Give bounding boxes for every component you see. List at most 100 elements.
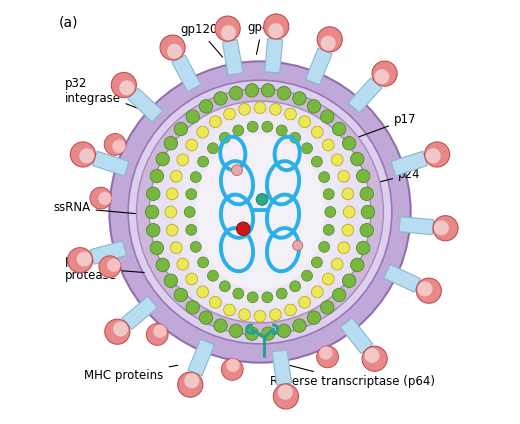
Circle shape <box>198 257 209 268</box>
Circle shape <box>164 137 177 150</box>
Circle shape <box>174 288 188 301</box>
Circle shape <box>165 206 177 218</box>
Polygon shape <box>384 265 421 292</box>
Circle shape <box>207 270 218 281</box>
Circle shape <box>332 123 346 136</box>
Circle shape <box>146 205 159 219</box>
Circle shape <box>112 139 126 153</box>
Circle shape <box>319 172 330 183</box>
Circle shape <box>416 278 441 303</box>
Circle shape <box>322 273 334 285</box>
Circle shape <box>215 16 240 41</box>
Circle shape <box>284 108 296 120</box>
Circle shape <box>276 125 287 136</box>
Circle shape <box>262 84 275 97</box>
Text: p24: p24 <box>355 168 421 188</box>
Circle shape <box>317 346 339 368</box>
Text: ssRNA: ssRNA <box>54 201 161 216</box>
Polygon shape <box>399 217 434 234</box>
Circle shape <box>321 110 334 123</box>
Circle shape <box>219 132 230 143</box>
Circle shape <box>150 169 163 183</box>
Circle shape <box>290 281 301 292</box>
Polygon shape <box>93 151 129 176</box>
Text: gp41: gp41 <box>247 21 277 54</box>
Circle shape <box>322 139 334 151</box>
Circle shape <box>107 259 121 272</box>
Circle shape <box>317 27 342 52</box>
Text: (a): (a) <box>59 15 79 29</box>
Circle shape <box>311 126 323 138</box>
Circle shape <box>307 100 321 113</box>
Circle shape <box>264 14 289 39</box>
Circle shape <box>120 80 134 95</box>
Circle shape <box>247 121 258 132</box>
Circle shape <box>80 148 95 163</box>
Polygon shape <box>188 339 214 376</box>
Circle shape <box>293 319 306 332</box>
Circle shape <box>186 139 198 151</box>
Circle shape <box>186 301 199 314</box>
Circle shape <box>262 327 275 340</box>
Circle shape <box>231 165 242 176</box>
Circle shape <box>290 132 301 143</box>
Circle shape <box>239 309 251 321</box>
Circle shape <box>239 103 251 115</box>
Circle shape <box>186 224 197 235</box>
Circle shape <box>156 152 170 166</box>
Circle shape <box>98 192 112 205</box>
Circle shape <box>434 220 449 235</box>
Ellipse shape <box>196 134 324 290</box>
Circle shape <box>190 172 201 183</box>
Circle shape <box>311 257 322 268</box>
Circle shape <box>178 372 203 397</box>
Circle shape <box>424 142 450 167</box>
Circle shape <box>221 25 236 40</box>
Text: p10
protease: p10 protease <box>64 254 144 282</box>
Circle shape <box>171 242 182 254</box>
Circle shape <box>365 348 380 363</box>
Circle shape <box>293 240 303 251</box>
Circle shape <box>167 44 182 59</box>
Polygon shape <box>90 241 126 264</box>
Circle shape <box>269 309 281 321</box>
Circle shape <box>174 123 188 136</box>
Circle shape <box>186 273 198 285</box>
Circle shape <box>229 324 243 338</box>
Circle shape <box>372 61 397 86</box>
Circle shape <box>210 296 222 308</box>
Circle shape <box>262 292 273 303</box>
Polygon shape <box>223 40 243 75</box>
Circle shape <box>224 108 236 120</box>
Text: gp120: gp120 <box>180 23 223 57</box>
Circle shape <box>111 73 136 98</box>
Circle shape <box>156 258 170 272</box>
Circle shape <box>113 321 128 337</box>
Circle shape <box>302 270 313 281</box>
Circle shape <box>104 134 126 155</box>
Circle shape <box>147 187 160 201</box>
Circle shape <box>198 156 209 167</box>
Circle shape <box>319 241 330 252</box>
Circle shape <box>325 206 336 218</box>
Circle shape <box>374 69 389 84</box>
Circle shape <box>350 152 364 166</box>
Circle shape <box>276 288 287 299</box>
Circle shape <box>262 121 273 132</box>
Polygon shape <box>348 78 382 113</box>
Polygon shape <box>341 318 373 354</box>
Circle shape <box>357 241 370 255</box>
Circle shape <box>190 241 201 252</box>
Circle shape <box>256 194 268 205</box>
Polygon shape <box>128 88 163 122</box>
Circle shape <box>153 324 166 338</box>
Circle shape <box>219 281 230 292</box>
Circle shape <box>109 61 411 363</box>
Circle shape <box>68 248 93 273</box>
Circle shape <box>278 385 293 400</box>
Circle shape <box>311 286 323 298</box>
Circle shape <box>298 296 310 308</box>
Circle shape <box>343 137 356 150</box>
Text: p17: p17 <box>350 114 417 140</box>
Circle shape <box>149 101 371 323</box>
